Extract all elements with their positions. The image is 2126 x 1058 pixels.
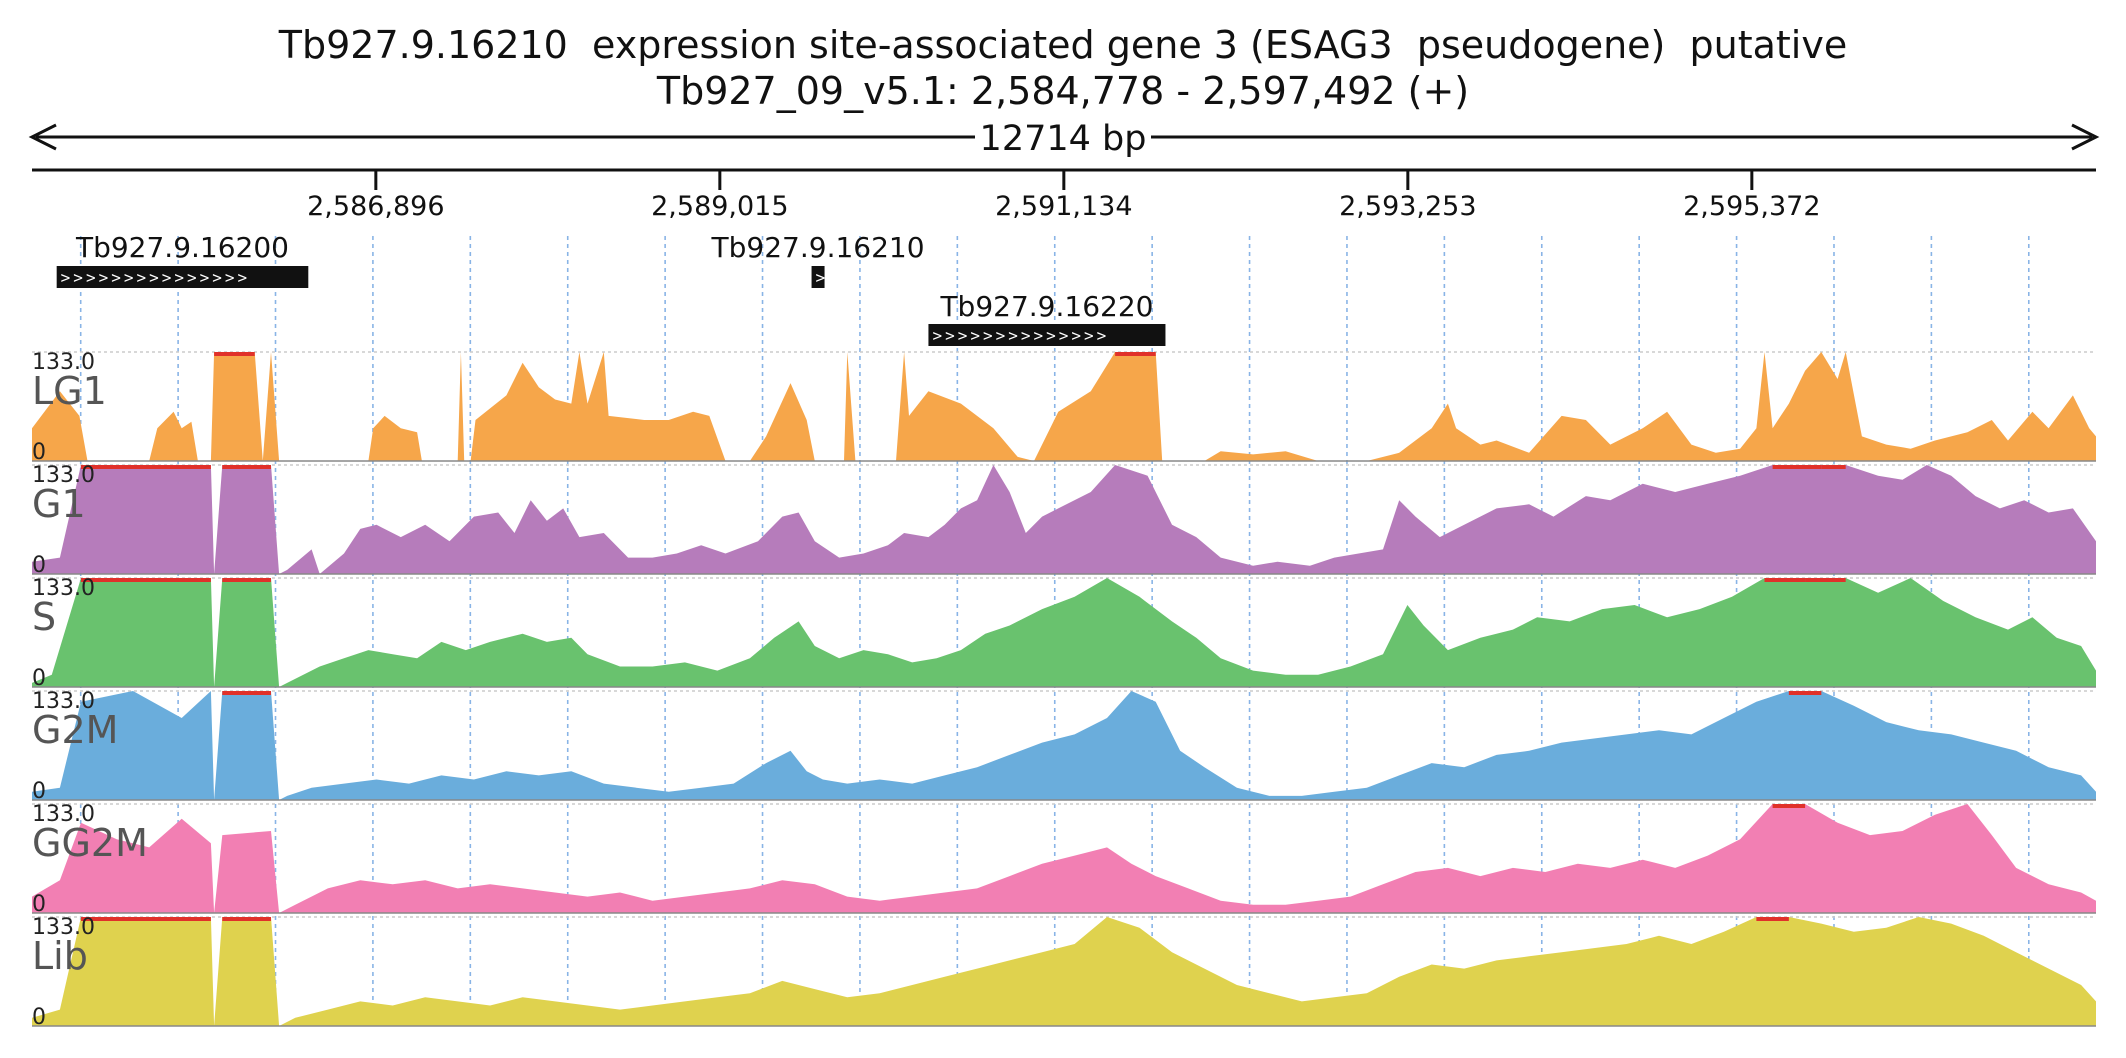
gene-label: Tb927.9.16200 (75, 231, 289, 264)
gene-bar[interactable] (56, 266, 309, 288)
y-max-label: 133.0 (32, 463, 95, 488)
coverage-area (32, 465, 2096, 574)
coverage-area (32, 578, 2096, 687)
title-block: Tb927.9.16210 expression site-associated… (0, 22, 2126, 114)
gene-label: Tb927.9.16220 (939, 290, 1153, 323)
clip-marker (1772, 465, 1822, 469)
chart-subtitle: Tb927_09_v5.1: 2,584,778 - 2,597,492 (+) (656, 69, 1470, 113)
track-gg2m: 133.0 0 GG2M (32, 802, 2096, 917)
y-min-label: 0 (32, 779, 46, 804)
x-tick-label: 2,591,134 (995, 191, 1132, 222)
strand-arrows-icon: >>>>>>>>>>>>>> (932, 326, 1109, 345)
clip-marker (222, 465, 271, 469)
y-min-label: 0 (32, 892, 46, 917)
track-name-label: GG2M (32, 821, 148, 865)
x-tick-label: 2,595,372 (1683, 191, 1820, 222)
track-name-label: Lib (32, 934, 88, 978)
y-min-label: 0 (32, 666, 46, 691)
coverage-tracks: 133.00LG1133.00G1133.00S133.00G2M133.00G… (32, 350, 2096, 1030)
y-max-label: 133.0 (32, 802, 95, 827)
clip-marker (222, 917, 271, 921)
y-max-label: 133.0 (32, 576, 95, 601)
track-lib: 133.0 0 Lib (32, 915, 2096, 1030)
y-min-label: 0 (32, 553, 46, 578)
span-arrow-left-icon (28, 123, 57, 151)
track-name-label: G1 (32, 482, 86, 526)
gene-bar[interactable] (811, 266, 825, 288)
strand-arrows-icon: > (816, 268, 829, 287)
span-label-backdrop (975, 118, 1151, 156)
y-max-label: 133.0 (32, 350, 95, 375)
track-lg1: 133.0 0 LG1 (32, 350, 2096, 465)
x-tick-label: 2,586,896 (307, 191, 444, 222)
clip-marker (81, 578, 211, 582)
gene-bar[interactable] (928, 324, 1166, 346)
gene-track: Tb927.9.16200>>>>>>>>>>>>>>>Tb927.9.1621… (56, 231, 1166, 346)
span-ruler: 12714 bp (28, 118, 2100, 159)
clip-marker (1821, 465, 1846, 469)
coverage-area (32, 352, 2096, 461)
track-s: 133.0 0 S (32, 576, 2096, 691)
track-name-label: G2M (32, 708, 118, 752)
y-max-label: 133.0 (32, 915, 95, 940)
span-label: 12714 bp (980, 119, 1147, 159)
coverage-area (32, 804, 2096, 913)
clip-marker (222, 691, 271, 695)
strand-arrows-icon: >>>>>>>>>>>>>>> (61, 268, 251, 287)
clip-marker (1788, 691, 1822, 695)
x-tick-label: 2,589,015 (651, 191, 788, 222)
clip-marker (1772, 804, 1806, 808)
x-tick-label: 2,593,253 (1339, 191, 1476, 222)
clip-marker (214, 352, 255, 356)
clip-marker (81, 465, 211, 469)
y-min-label: 0 (32, 1005, 46, 1030)
clip-marker (1756, 917, 1789, 921)
track-g1: 133.0 0 G1 (32, 463, 2096, 578)
coverage-area (32, 917, 2096, 1026)
y-min-label: 0 (32, 440, 46, 465)
coverage-area (32, 691, 2096, 800)
clip-marker (1115, 352, 1156, 356)
clip-marker (222, 578, 271, 582)
span-arrow-right-icon (2071, 123, 2100, 151)
clip-marker (1764, 578, 1806, 582)
gene-label: Tb927.9.16210 (711, 231, 925, 264)
track-name-label: S (32, 595, 56, 639)
clip-marker (81, 917, 211, 921)
clip-marker (1805, 578, 1846, 582)
y-max-label: 133.0 (32, 689, 95, 714)
track-name-label: LG1 (32, 369, 107, 413)
x-axis: 2,586,896 2,589,015 2,591,134 2,593,253 2,59… (32, 168, 2096, 222)
chart-title: Tb927.9.16210 expression site-associated… (278, 23, 1848, 67)
track-g2m: 133.0 0 G2M (32, 689, 2096, 804)
